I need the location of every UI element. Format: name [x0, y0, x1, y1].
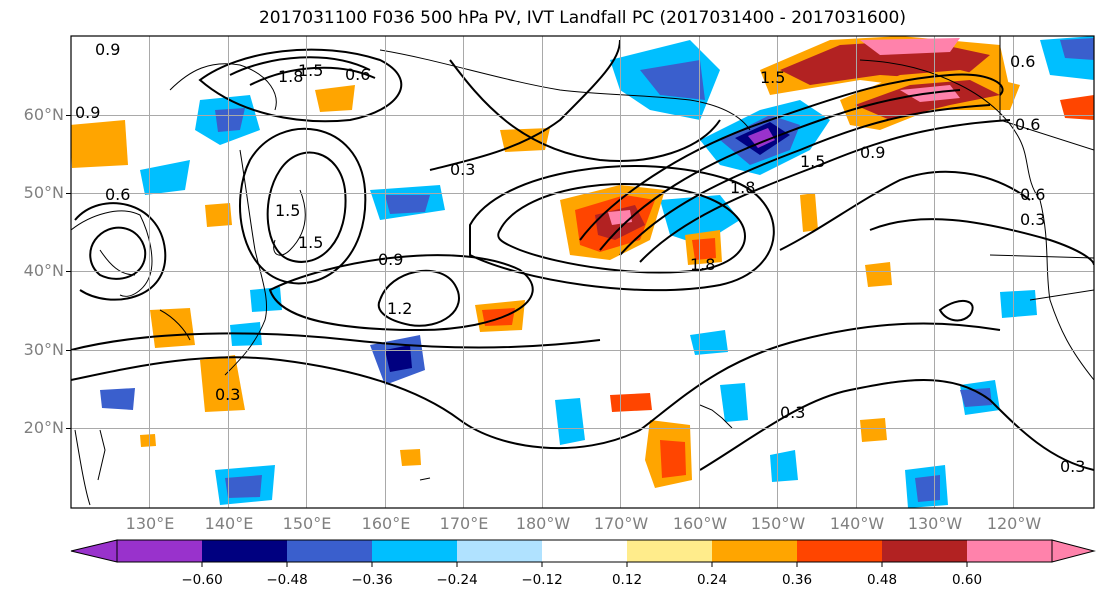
lon-label: 160°W	[672, 514, 728, 533]
colorbar-segment	[542, 540, 627, 562]
contour-label: 1.8	[690, 255, 715, 274]
contour-label: 0.3	[215, 385, 240, 404]
colorbar-segment	[117, 540, 202, 562]
colorbar-tick-label: 0.24	[696, 572, 728, 588]
colorbar-tick-label: −0.60	[181, 572, 223, 588]
contour-label: 1.5	[760, 68, 785, 87]
colorbar-tick-label: −0.12	[521, 572, 563, 588]
lat-label: 40°N	[23, 261, 64, 280]
colorbar-segment	[967, 540, 1052, 562]
lat-label: 30°N	[23, 340, 64, 359]
lat-label: 20°N	[23, 418, 64, 437]
colorbar-extend-min	[70, 539, 118, 563]
lat-label: 50°N	[23, 183, 64, 202]
plot-title: 2017031100 F036 500 hPa PV, IVT Landfall…	[258, 8, 906, 28]
contour-label: 0.6	[345, 65, 370, 84]
contour-label: 1.2	[387, 299, 412, 318]
colorbar-tick-label: 0.48	[866, 572, 898, 588]
negative-shading	[100, 36, 1094, 508]
contour-label: 1.8	[278, 67, 303, 86]
contour-label: 1.5	[298, 233, 323, 252]
contour-label: 1.5	[298, 61, 323, 80]
contour-label: 0.6	[105, 185, 130, 204]
lon-label: 140°E	[204, 514, 254, 533]
contour-label: 0.3	[450, 160, 475, 179]
colorbar-tick-label: 0.60	[951, 572, 983, 588]
colorbar-segment	[372, 540, 457, 562]
colorbar-tick-label: 0.12	[611, 572, 643, 588]
lon-label: 160°E	[361, 514, 411, 533]
lon-label: 140°W	[829, 514, 885, 533]
lon-label: 170°E	[439, 514, 489, 533]
colorbar-segment	[882, 540, 967, 562]
lon-label: 120°W	[986, 514, 1042, 533]
colorbar-tick-label: −0.48	[266, 572, 308, 588]
contour-label: 0.6	[1015, 115, 1040, 134]
gridlines	[71, 36, 1094, 508]
colorbar-segment	[712, 540, 797, 562]
contour-label: 0.9	[95, 40, 120, 59]
contour-label: 1.5	[275, 201, 300, 220]
lon-label: 180°W	[515, 514, 571, 533]
contour-label: 0.9	[860, 143, 885, 162]
colorbar-tick-label: −0.24	[436, 572, 478, 588]
contour-labels: 0.9 0.6 0.9 1.8 1.5 0.6 1.5 0.6 0.3 0.6 …	[75, 40, 1085, 476]
colorbar-extend-max	[1051, 539, 1096, 563]
pv-contours	[71, 39, 1094, 471]
colorbar-segment	[457, 540, 542, 562]
axis-ticks	[66, 115, 71, 429]
colorbar-tick-label: −0.36	[351, 572, 393, 588]
colorbar-segment	[627, 540, 712, 562]
lon-label: 130°W	[907, 514, 963, 533]
lon-label: 150°W	[750, 514, 806, 533]
contour-label: 0.6	[1010, 52, 1035, 71]
lat-label: 60°N	[23, 105, 64, 124]
colorbar-segment	[287, 540, 372, 562]
contour-label: 1.8	[730, 178, 755, 197]
contour-label: 0.3	[1060, 457, 1085, 476]
contour-label: 0.3	[1020, 210, 1045, 229]
contour-label: 0.9	[75, 103, 100, 122]
contour-label: 0.3	[780, 403, 805, 422]
colorbar-segment	[202, 540, 287, 562]
lon-label: 150°E	[282, 514, 332, 533]
colorbar-frame	[116, 539, 1053, 563]
colorbar-segment	[797, 540, 882, 562]
lon-label: 130°E	[125, 514, 175, 533]
lon-label: 170°W	[593, 514, 649, 533]
contour-label: 1.5	[800, 152, 825, 171]
colorbar-tick-label: 0.36	[781, 572, 813, 588]
contour-label: 0.9	[378, 250, 403, 269]
contour-label: 0.6	[1020, 185, 1045, 204]
